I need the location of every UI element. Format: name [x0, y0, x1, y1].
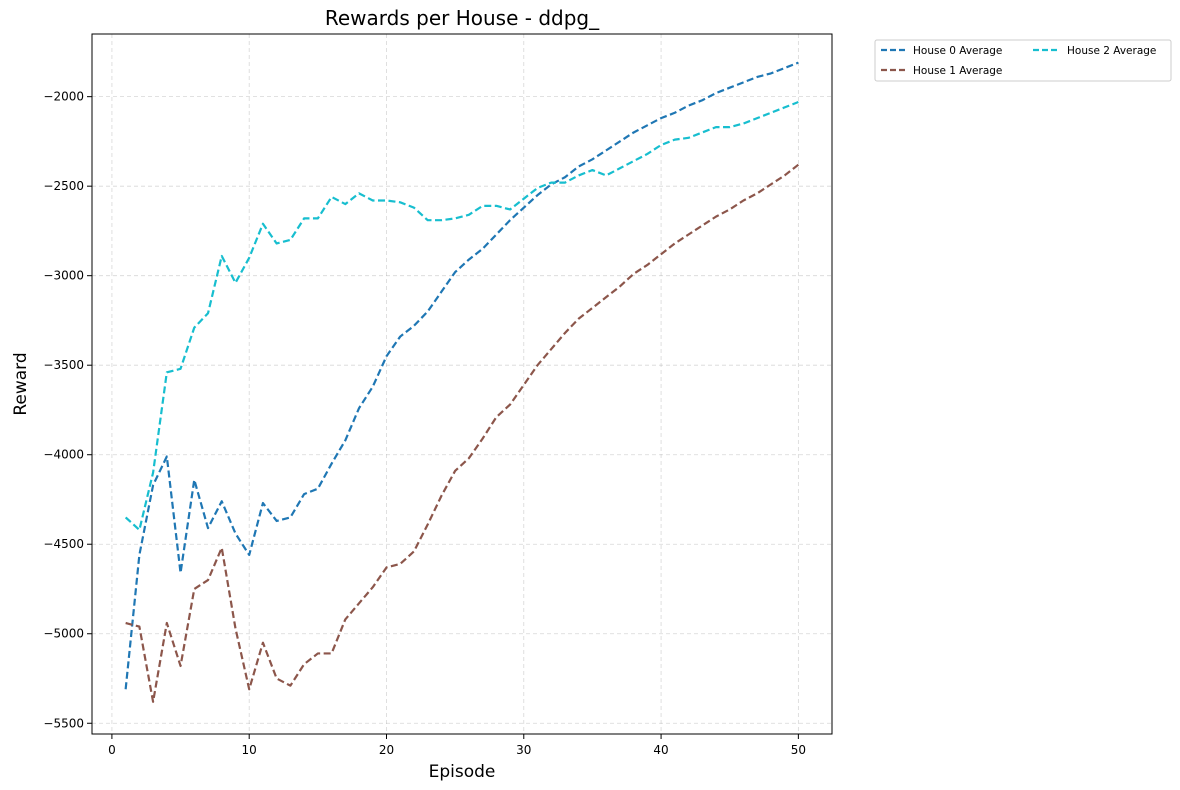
axis-ticks: 0 10 20 30 40 50 −5500 −5000 −4500 −4000 −3500 −300…	[43, 90, 806, 757]
y-tick-label: −4000	[43, 448, 84, 462]
y-tick-label: −5000	[43, 627, 84, 641]
x-tick-label: 10	[242, 743, 257, 757]
y-tick-label: −2000	[43, 90, 84, 104]
x-tick-label: 50	[791, 743, 806, 757]
series-line-house-2	[124, 101, 799, 532]
chart-title: Rewards per House - ddpg_	[325, 6, 600, 30]
y-tick-label: −3000	[43, 269, 84, 283]
legend-label-house-1: House 1 Average	[913, 65, 1002, 77]
plot-frame	[91, 33, 833, 735]
y-tick-label: −4500	[43, 537, 84, 551]
series-line-house-0	[124, 61, 799, 690]
legend-label-house-0: House 0 Average	[913, 45, 1002, 57]
x-tick-label: 30	[516, 743, 531, 757]
legend-box	[874, 39, 1172, 82]
y-axis-title: Reward	[11, 352, 31, 415]
x-axis-title: Episode	[429, 762, 496, 782]
series-layer	[124, 61, 800, 703]
y-tick-label: −3500	[43, 358, 84, 372]
y-tick-label: −5500	[43, 716, 84, 730]
x-tick-label: 0	[108, 743, 116, 757]
x-tick-label: 40	[653, 743, 668, 757]
series-line-house-1	[125, 163, 800, 703]
legend: House 0 Average House 1 Average House 2 …	[874, 39, 1172, 82]
y-tick-label: −2500	[43, 179, 84, 193]
plot-area	[92, 34, 832, 734]
grid	[92, 34, 832, 734]
x-tick-label: 20	[379, 743, 394, 757]
legend-label-house-2: House 2 Average	[1067, 45, 1156, 57]
